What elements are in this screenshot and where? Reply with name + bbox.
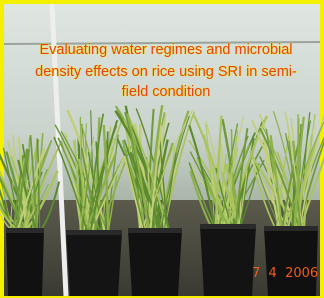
pot bbox=[264, 228, 318, 296]
photo-frame: Evaluating water regimes and microbial d… bbox=[0, 0, 324, 298]
title-line: Evaluating water regimes and microbial bbox=[39, 42, 292, 58]
page: Evaluating water regimes and microbial d… bbox=[0, 0, 324, 298]
pot-rim bbox=[6, 228, 44, 233]
pot-rim bbox=[200, 224, 256, 229]
pot-rim bbox=[66, 230, 122, 235]
pot bbox=[6, 230, 44, 296]
pot bbox=[200, 226, 256, 296]
title-line: density effects on rice using SRI in sem… bbox=[35, 64, 297, 80]
pot bbox=[128, 230, 182, 296]
pot bbox=[66, 232, 122, 296]
date-stamp: 7 4 2006 bbox=[252, 266, 318, 281]
pot-rim bbox=[128, 228, 182, 233]
title-line: field condition bbox=[122, 84, 211, 100]
pot-rim bbox=[264, 226, 318, 231]
